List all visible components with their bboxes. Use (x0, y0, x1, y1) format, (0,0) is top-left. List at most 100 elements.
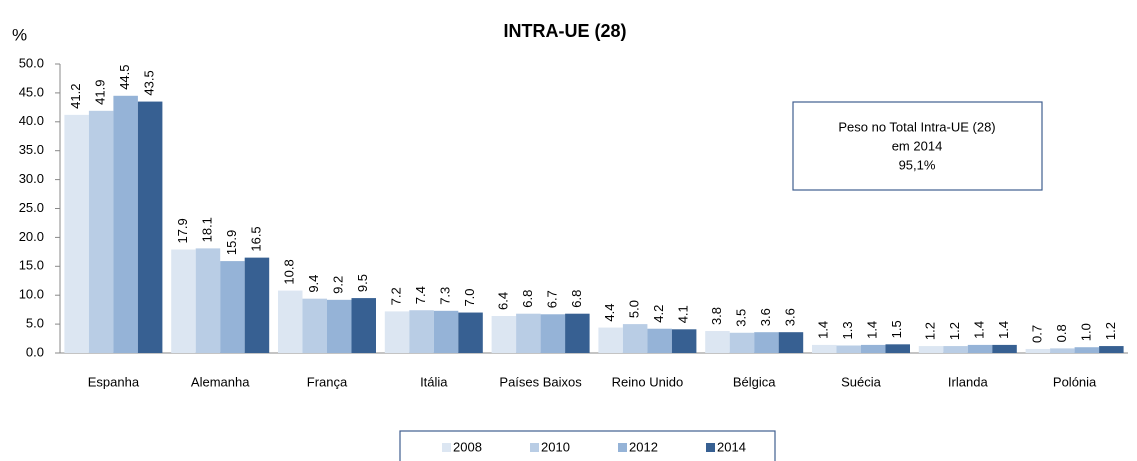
x-tick-label: Polónia (1053, 374, 1097, 389)
value-label: 7.3 (437, 287, 452, 305)
legend-swatch (618, 443, 627, 452)
x-tick-label: Itália (420, 374, 448, 389)
value-label: 4.2 (651, 305, 666, 323)
value-label: 1.2 (947, 322, 962, 340)
bar (967, 344, 993, 353)
legend-label: 2014 (717, 439, 746, 454)
y-tick-label: 25.0 (19, 200, 44, 215)
value-label: 15.9 (224, 230, 239, 255)
annotation-text: em 2014 (892, 138, 943, 153)
y-tick-label: 50.0 (19, 55, 44, 70)
value-label: 6.8 (569, 290, 584, 308)
bar (351, 298, 376, 353)
bar (327, 299, 352, 353)
value-label: 1.0 (1078, 323, 1093, 341)
value-label: 5.0 (627, 300, 642, 318)
bar (516, 313, 541, 353)
x-tick-label: Espanha (88, 374, 140, 389)
value-label: 43.5 (142, 70, 157, 95)
bar (491, 316, 517, 353)
y-tick-label: 10.0 (19, 287, 44, 302)
x-tick-label: França (307, 374, 348, 389)
bar (754, 332, 779, 353)
value-label: 44.5 (117, 64, 132, 89)
value-label: 1.4 (865, 321, 880, 339)
value-label: 1.2 (1103, 322, 1118, 340)
bar (918, 346, 944, 353)
value-label: 1.2 (922, 322, 937, 340)
y-axis-label: % (12, 25, 27, 44)
value-label: 1.3 (840, 321, 855, 339)
value-label: 1.4 (816, 321, 831, 339)
bar (171, 249, 196, 353)
value-label: 6.4 (495, 292, 510, 310)
y-tick-label: 5.0 (26, 316, 44, 331)
bar (1099, 346, 1124, 353)
value-label: 7.0 (462, 288, 477, 306)
value-label: 10.8 (282, 259, 297, 284)
annotation-box (792, 101, 1043, 191)
value-label: 16.5 (248, 226, 263, 251)
bar (244, 257, 270, 353)
annotation-text: Peso no Total Intra-UE (28) (838, 119, 995, 134)
x-tick-label: Reino Unido (612, 374, 684, 389)
bar (778, 332, 804, 353)
value-label: 41.9 (93, 80, 108, 105)
legend-swatch (706, 443, 715, 452)
bar (409, 310, 434, 353)
x-tick-label: Alemanha (191, 374, 250, 389)
value-label: 0.7 (1029, 325, 1044, 343)
bar (812, 344, 837, 353)
bar (943, 346, 968, 353)
bar (705, 331, 730, 353)
legend-swatch (530, 443, 539, 452)
value-label: 18.1 (199, 217, 214, 242)
value-label: 1.4 (971, 321, 986, 339)
value-label: 4.4 (602, 303, 617, 321)
value-label: 6.8 (520, 290, 535, 308)
bar (1025, 348, 1051, 353)
value-label: 9.2 (331, 276, 346, 294)
value-label: 4.1 (676, 305, 691, 323)
bar (458, 312, 483, 353)
x-tick-label: Suécia (841, 374, 882, 389)
annotation-text: 95,1% (899, 157, 936, 172)
bar (565, 313, 590, 353)
y-tick-label: 30.0 (19, 171, 44, 186)
bar (113, 95, 138, 353)
x-tick-label: Bélgica (733, 374, 776, 389)
bar (671, 329, 697, 353)
value-label: 1.5 (889, 320, 904, 338)
bar (195, 248, 221, 353)
bar (220, 261, 245, 353)
value-label: 1.4 (996, 321, 1011, 339)
value-label: 3.8 (709, 307, 724, 325)
legend-label: 2010 (541, 439, 570, 454)
value-label: 3.6 (758, 308, 773, 326)
value-label: 3.6 (782, 308, 797, 326)
bar (861, 344, 886, 353)
legend-swatch (442, 443, 451, 452)
value-label: 9.4 (306, 275, 321, 293)
bar (137, 101, 163, 353)
value-label: 0.8 (1054, 324, 1069, 342)
bar (598, 327, 623, 353)
y-tick-label: 40.0 (19, 113, 44, 128)
bar (836, 345, 861, 353)
y-tick-label: 15.0 (19, 258, 44, 273)
value-label: 7.4 (413, 286, 428, 304)
bar (540, 314, 566, 353)
bar (88, 110, 114, 354)
bar (1074, 347, 1100, 353)
bar (384, 311, 410, 353)
value-label: 17.9 (175, 218, 190, 243)
bar (278, 290, 303, 353)
value-label: 7.2 (388, 287, 403, 305)
y-tick-label: 45.0 (19, 84, 44, 99)
bar (885, 344, 910, 353)
bar (992, 344, 1017, 353)
y-tick-label: 20.0 (19, 229, 44, 244)
x-tick-label: Irlanda (948, 374, 989, 389)
bar (64, 114, 89, 353)
